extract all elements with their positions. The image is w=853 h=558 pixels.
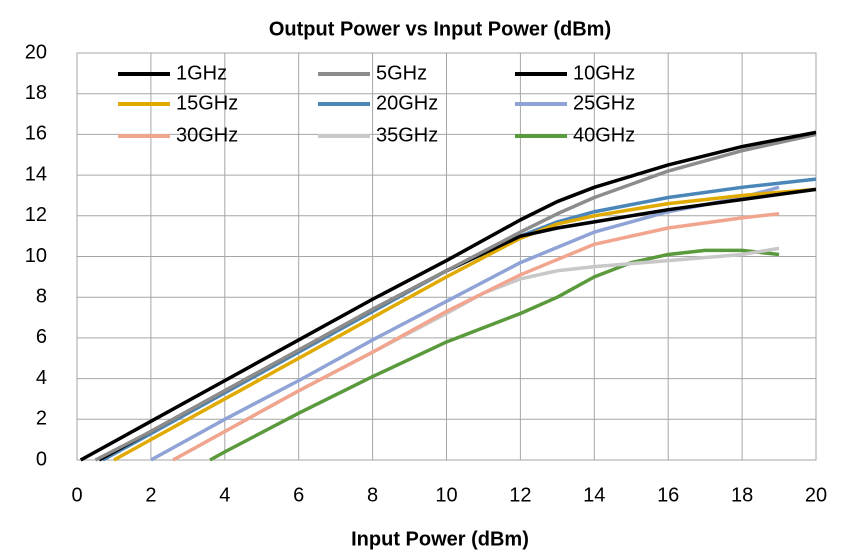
chart-title: Output Power vs Input Power (dBm) bbox=[269, 18, 611, 40]
y-tick-label: 0 bbox=[36, 448, 47, 470]
x-tick-label: 20 bbox=[805, 484, 827, 506]
x-tick-label: 6 bbox=[293, 484, 304, 506]
legend-label: 10GHz bbox=[573, 62, 635, 84]
y-tick-label: 18 bbox=[25, 82, 47, 104]
series-line bbox=[172, 246, 780, 462]
legend-label: 5GHz bbox=[376, 62, 427, 84]
x-tick-label: 10 bbox=[435, 484, 457, 506]
series-line bbox=[79, 130, 817, 462]
series-line bbox=[209, 248, 780, 462]
legend-label: 30GHz bbox=[176, 124, 238, 146]
x-tick-label: 16 bbox=[657, 484, 679, 506]
y-tick-label: 12 bbox=[25, 204, 47, 226]
x-tick-label: 8 bbox=[367, 484, 378, 506]
y-tick-label: 6 bbox=[36, 326, 47, 348]
legend-label: 35GHz bbox=[376, 124, 438, 146]
y-tick-label: 10 bbox=[25, 245, 47, 267]
legend-label: 40GHz bbox=[573, 124, 635, 146]
x-tick-label: 14 bbox=[583, 484, 605, 506]
x-tick-label: 2 bbox=[145, 484, 156, 506]
legend-label: 1GHz bbox=[176, 62, 227, 84]
y-tick-label: 4 bbox=[36, 367, 47, 389]
y-tick-label: 16 bbox=[25, 123, 47, 145]
x-tick-label: 0 bbox=[71, 484, 82, 506]
series-line bbox=[172, 212, 780, 462]
y-tick-label: 2 bbox=[36, 408, 47, 430]
legend-label: 25GHz bbox=[573, 92, 635, 114]
y-tick-label: 14 bbox=[25, 163, 47, 185]
series-line bbox=[94, 132, 817, 462]
legend-label: 15GHz bbox=[176, 92, 238, 114]
legend-label: 20GHz bbox=[376, 92, 438, 114]
x-tick-label: 4 bbox=[219, 484, 230, 506]
plot-frame bbox=[76, 52, 817, 461]
y-tick-label: 8 bbox=[36, 285, 47, 307]
y-tick-label: 20 bbox=[25, 41, 47, 63]
x-axis-label: Input Power (dBm) bbox=[351, 528, 529, 550]
x-tick-label: 12 bbox=[509, 484, 531, 506]
series-line bbox=[113, 187, 817, 462]
x-tick-label: 18 bbox=[731, 484, 753, 506]
